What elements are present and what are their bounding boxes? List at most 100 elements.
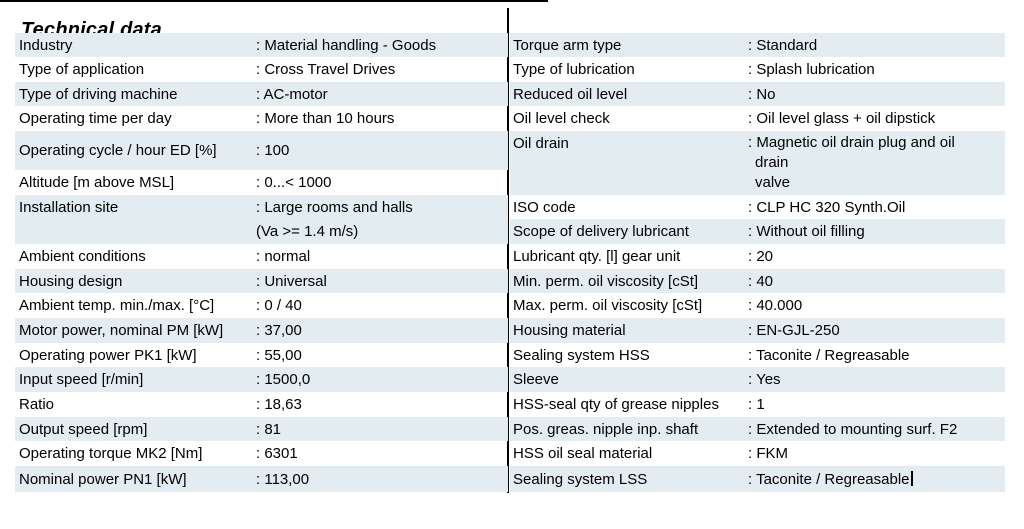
table-row: Pos. greas. nipple inp. shaft : Extended …	[510, 417, 1005, 441]
row-value: : 0 / 40	[256, 296, 508, 315]
row-value-line: : Universal	[256, 272, 327, 290]
row-value-line: drain	[755, 154, 789, 171]
top-rule-line	[0, 0, 548, 2]
row-label: Ratio	[19, 396, 55, 413]
row-label: Pos. greas. nipple inp. shaft	[513, 420, 699, 438]
table-row: Operating power PK1 [kW]: 55,00	[15, 343, 508, 367]
row-label: Housing material	[513, 322, 626, 339]
row-value: : Taconite / Regreasable	[748, 470, 1005, 489]
row-value: : 81	[256, 420, 508, 439]
row-value-line: : 0...< 1000	[256, 174, 332, 191]
row-label: Type of application	[19, 61, 145, 78]
column-divider-line	[507, 8, 509, 493]
row-value: : 18,63	[256, 395, 508, 414]
table-row: Max. perm. oil viscosity [cSt]: 40.000	[510, 293, 1005, 318]
left-data-table: Industry: Material handling - Goods Type …	[15, 33, 508, 492]
row-value: : Standard	[748, 36, 1005, 55]
row-label: Motor power, nominal PM [kW]	[19, 322, 224, 339]
row-label: HSS-seal qty of grease nipples	[513, 396, 719, 413]
row-label: Lubricant qty. [l] gear unit	[513, 248, 681, 265]
row-value-line: : Taconite / Regreasable	[748, 346, 910, 364]
row-value-line: : Large rooms and halls	[256, 199, 413, 216]
row-value: : Material handling - Goods	[256, 36, 508, 55]
table-row: Motor power, nominal PM [kW] : 37,00	[15, 318, 508, 343]
row-label: Scope of delivery lubricant	[513, 223, 689, 240]
row-value-line: : 20	[748, 248, 774, 265]
row-value: : Magnetic oil drain plug and oil drain va…	[748, 131, 1005, 193]
row-value: : EN-GJL-250	[748, 321, 1005, 340]
row-value: : CLP HC 320 Synth.Oil	[748, 198, 1005, 217]
row-value-line: : 1	[748, 396, 765, 413]
row-value: : Taconite / Regreasable	[748, 346, 1005, 365]
table-row: Type of application : Cross Travel Drives	[15, 57, 508, 82]
row-value-line: : 55,00	[256, 346, 302, 364]
text-cursor	[910, 470, 913, 486]
row-label: Torque arm type	[513, 36, 622, 54]
row-value: : Large rooms and halls (Va >= 1.4 m/s)	[256, 195, 508, 244]
row-value: : 0...< 1000	[256, 173, 508, 192]
row-label: Sleeve	[513, 371, 559, 388]
row-value: : Without oil filling	[748, 222, 1005, 241]
row-label: Reduced oil level	[513, 85, 628, 103]
row-value-line: : Yes	[748, 371, 781, 388]
table-row: Installation site : Large rooms and halls…	[15, 195, 508, 244]
table-row: Industry: Material handling - Goods	[15, 33, 508, 57]
row-value: : 1	[748, 395, 1005, 414]
table-row: HSS oil seal material : FKM	[510, 441, 1005, 466]
row-value-line: : Taconite / Regreasable	[748, 470, 1005, 489]
row-value-line: : 6301	[256, 445, 298, 462]
table-row: Oil drain : Magnetic oil drain plug and o…	[510, 131, 1005, 195]
row-value: : 100	[256, 141, 508, 160]
row-value-line: : CLP HC 320 Synth.Oil	[748, 198, 906, 216]
row-label: Ambient conditions	[19, 248, 146, 265]
row-label: Output speed [rpm]	[19, 420, 148, 438]
row-value-line: : 100	[256, 142, 290, 159]
table-row: Min. perm. oil viscosity [cSt]: 40	[510, 269, 1005, 293]
row-label: Nominal power PN1 [kW]	[19, 470, 187, 488]
row-value: : 37,00	[256, 321, 508, 340]
table-row: HSS-seal qty of grease nipples : 1	[510, 392, 1005, 417]
row-value: : 113,00	[256, 470, 508, 489]
row-label: ISO code	[513, 198, 576, 216]
row-value-line: : FKM	[748, 445, 788, 462]
table-row: Ratio : 18,63	[15, 392, 508, 417]
row-label: Sealing system LSS	[513, 470, 648, 488]
row-value: : Cross Travel Drives	[256, 60, 508, 79]
row-value-line: : Magnetic oil drain plug and oil	[748, 134, 955, 151]
table-row: Scope of delivery lubricant : Without oil…	[510, 219, 1005, 244]
row-value: : 1500,0	[256, 370, 508, 389]
row-value-line: : AC-motor	[256, 85, 328, 103]
row-value: : Extended to mounting surf. F2	[748, 420, 1005, 439]
row-value-line: : Oil level glass + oil dipstick	[748, 110, 936, 127]
row-value: : 40.000	[748, 296, 1005, 315]
table-row: Housing design : Universal	[15, 269, 508, 293]
row-value-line: : Without oil filling	[748, 223, 865, 240]
row-value-line: : 0 / 40	[256, 297, 302, 314]
row-value: : More than 10 hours	[256, 109, 508, 128]
row-label: Oil drain	[513, 135, 569, 152]
table-row: Lubricant qty. [l] gear unit : 20	[510, 244, 1005, 269]
row-value-line: : Splash lubrication	[748, 61, 875, 78]
row-label: Installation site	[19, 199, 119, 216]
row-value: : No	[748, 85, 1005, 104]
row-value-line: valve	[755, 174, 791, 191]
row-value: : 20	[748, 247, 1005, 266]
table-row: Sleeve : Yes	[510, 367, 1005, 392]
right-data-table: Torque arm type: Standard Type of lubrica…	[510, 33, 1005, 492]
row-value-line: : 40	[748, 272, 774, 290]
table-row: Operating time per day: More than 10 hou…	[15, 106, 508, 131]
row-label: Oil level check	[513, 110, 610, 127]
row-label: Housing design	[19, 272, 123, 290]
row-value: : Oil level glass + oil dipstick	[748, 109, 1005, 128]
table-row: Operating cycle / hour ED [%]: 100	[15, 131, 508, 170]
row-label: HSS oil seal material	[513, 445, 653, 462]
table-row: Oil level check : Oil level glass + oil d…	[510, 106, 1005, 131]
row-value: : AC-motor	[256, 85, 508, 104]
row-value-line: : 113,00	[256, 470, 310, 488]
table-row: Reduced oil level : No	[510, 82, 1005, 106]
row-value-line: : EN-GJL-250	[748, 322, 840, 339]
table-row: ISO code : CLP HC 320 Synth.Oil	[510, 195, 1005, 219]
row-value-line: : Material handling - Goods	[256, 36, 437, 54]
table-row: Nominal power PN1 [kW] : 113,00	[15, 466, 508, 492]
